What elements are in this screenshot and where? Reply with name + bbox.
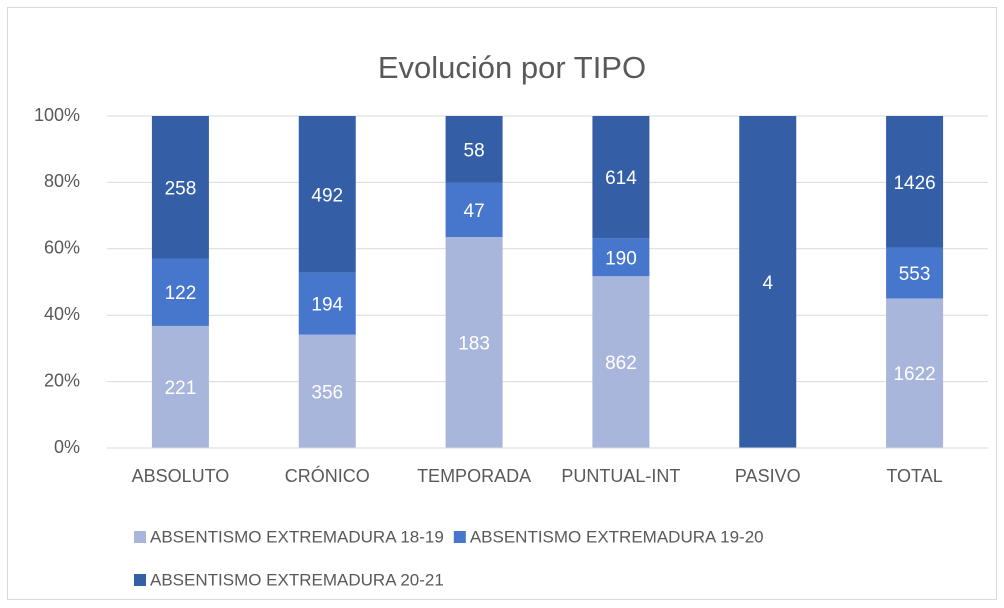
bar-segment — [592, 276, 650, 448]
y-tick-label: 40% — [44, 304, 80, 324]
data-label: 1622 — [893, 364, 935, 385]
data-label: 47 — [464, 201, 485, 222]
bar-segment — [886, 298, 944, 448]
chart-title: Evolución por TIPO — [378, 50, 646, 85]
x-tick-label: TEMPORADA — [417, 466, 531, 486]
data-label: 553 — [899, 264, 931, 285]
y-tick-label: 20% — [44, 370, 80, 390]
data-label: 862 — [605, 353, 637, 374]
y-tick-label: 60% — [44, 238, 80, 258]
x-tick-label: TOTAL — [886, 466, 942, 486]
bar-segment — [592, 116, 650, 239]
bar-segment — [886, 247, 944, 299]
data-label: 183 — [458, 334, 490, 355]
data-label: 221 — [165, 378, 197, 399]
y-tick-label: 80% — [44, 171, 80, 191]
bar-segment — [298, 334, 356, 448]
data-label: 1426 — [893, 173, 935, 194]
y-tick-label: 0% — [54, 437, 80, 457]
bar-segment — [886, 116, 944, 248]
legend-label: ABSENTISMO EXTREMADURA 19-20 — [470, 527, 764, 546]
bar-segment — [592, 238, 650, 277]
data-label: 258 — [165, 178, 197, 199]
legend-swatch — [134, 574, 146, 586]
data-label: 190 — [605, 248, 637, 269]
data-label: 4 — [762, 273, 773, 294]
x-tick-label: PUNTUAL-INT — [561, 466, 680, 486]
bar-segment — [151, 258, 209, 326]
data-label: 194 — [311, 295, 343, 316]
data-label: 122 — [165, 283, 197, 304]
bar-segment — [445, 182, 503, 238]
legend-swatch — [134, 531, 146, 543]
data-label: 492 — [311, 185, 343, 206]
bar-segment — [739, 116, 797, 448]
data-label: 58 — [464, 140, 485, 161]
bar-segment — [445, 116, 503, 183]
legend-swatch — [453, 531, 466, 543]
legend-label: ABSENTISMO EXTREMADURA 18-19 — [150, 527, 444, 546]
y-tick-label: 100% — [34, 105, 80, 125]
bar-segment — [151, 116, 209, 259]
bar-segment — [445, 237, 503, 448]
bar-segment — [151, 325, 209, 448]
data-label: 356 — [311, 382, 343, 403]
x-tick-label: PASIVO — [735, 466, 801, 486]
bar-segment — [298, 272, 356, 335]
x-tick-label: ABSOLUTO — [132, 466, 230, 486]
legend-label: ABSENTISMO EXTREMADURA 20-21 — [150, 570, 444, 589]
data-label: 614 — [605, 168, 637, 189]
x-tick-label: CRÓNICO — [285, 465, 370, 486]
bar-segment — [298, 116, 356, 273]
